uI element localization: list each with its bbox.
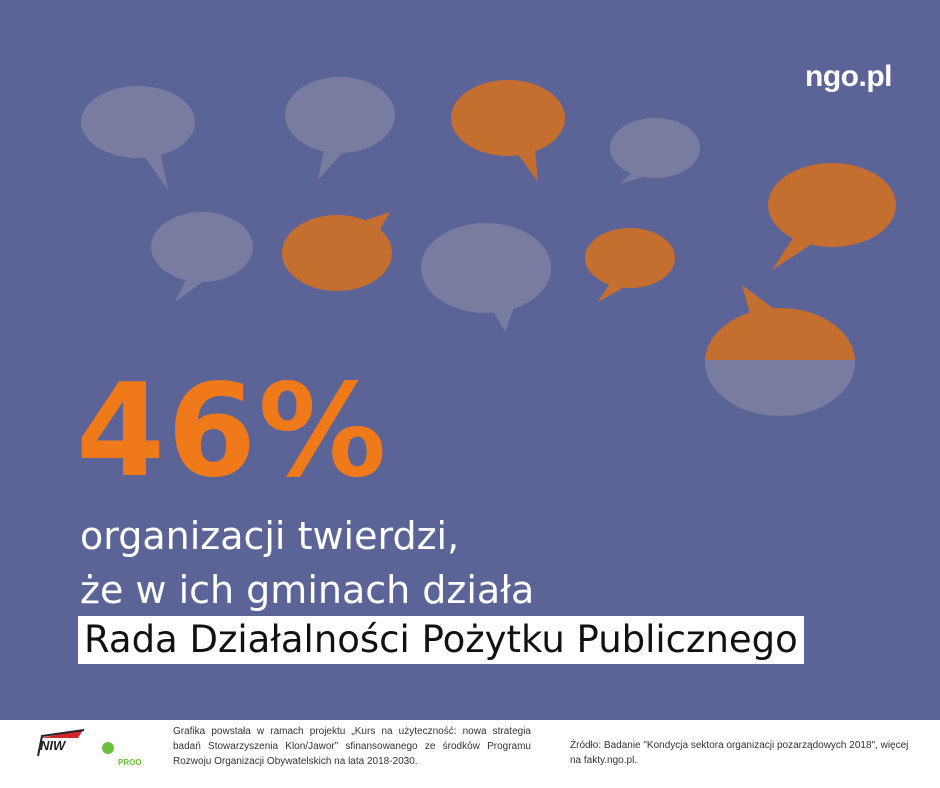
source: Źródło: Badanie "Kondycja sektora organi… <box>570 740 909 766</box>
half-bubble <box>705 285 855 416</box>
stat: 46% <box>76 357 389 506</box>
orange-bubbles <box>282 80 896 302</box>
text-line: że w ich gminach działa <box>80 568 535 612</box>
credit: Grafika powstała w ramach projektu „Kurs… <box>173 726 531 767</box>
logo-proo: PROO <box>118 758 142 767</box>
grey-bubbles <box>81 77 700 332</box>
text-line: organizacji twierdzi, <box>80 514 460 558</box>
footer-logos <box>37 729 114 757</box>
highlight: Rada Działalności Pożytku Publicznego <box>78 616 804 664</box>
bubbles <box>81 77 896 416</box>
footer <box>0 720 940 788</box>
logo: ngo.pl <box>805 60 892 93</box>
logo-niw: NIW <box>40 738 66 753</box>
